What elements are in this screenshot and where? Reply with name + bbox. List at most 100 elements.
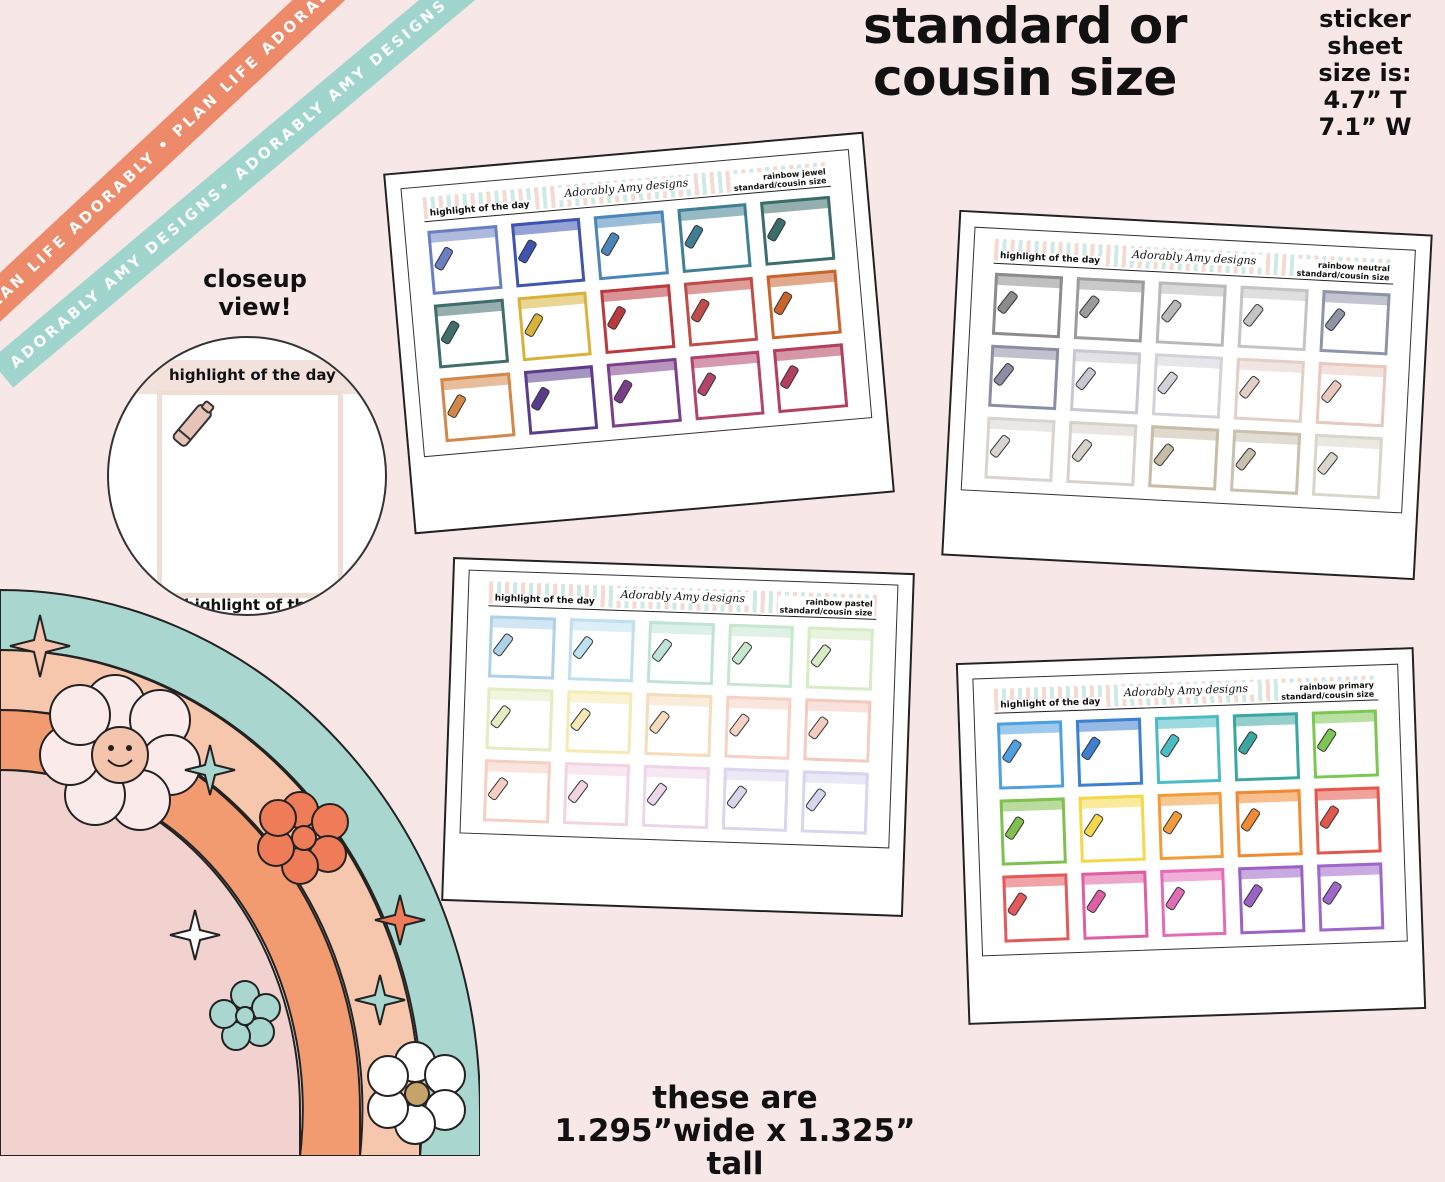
highlighter-icon <box>571 635 594 661</box>
highlighter-icon <box>773 290 794 317</box>
sticker-box <box>644 692 713 758</box>
highlighter-icon <box>1001 738 1023 764</box>
sticker-header-band <box>427 224 498 244</box>
headline-line2: cousin size <box>873 49 1177 107</box>
sticker-box <box>1233 357 1305 424</box>
sticker-header-band <box>487 687 554 702</box>
sticker-box <box>806 626 874 691</box>
sparkle-white-icon <box>169 909 221 961</box>
highlighter-icon <box>529 385 551 412</box>
sticker-grid <box>427 195 849 443</box>
sticker-header-band <box>766 269 838 288</box>
sparkle-orange-icon <box>374 894 426 946</box>
highlighter-icon <box>446 393 468 420</box>
closeup-header-band <box>109 360 385 394</box>
highlighter-icon <box>728 712 751 738</box>
sticker-box <box>773 343 849 414</box>
highlighter-icon <box>810 643 833 669</box>
highlighter-icon <box>1074 366 1098 392</box>
highlighter-icon <box>486 776 510 802</box>
sticker-header-band <box>802 770 869 785</box>
sticker-box <box>1157 791 1225 861</box>
sticker-header-band <box>1311 709 1378 724</box>
sticker-box <box>562 762 631 827</box>
sticker-box <box>1078 794 1146 864</box>
rainbow-decoration <box>0 588 480 1156</box>
sticker-box <box>683 276 759 347</box>
highlighter-icon <box>612 378 634 405</box>
sticker-grid <box>984 272 1391 500</box>
sticker-header-band <box>1150 425 1220 441</box>
sticker-header-band <box>677 203 748 222</box>
sticker-header-band <box>1068 420 1138 437</box>
highlighter-icon <box>730 640 753 666</box>
sheet-card-neutral: highlight of the day Adorably Amy design… <box>941 209 1433 581</box>
sticker-header-band <box>1081 870 1147 886</box>
sticker-box <box>1311 709 1380 779</box>
highlighter-icon <box>433 245 455 272</box>
sticker-header-band <box>489 615 556 630</box>
sticker-header-band <box>1157 791 1223 806</box>
highlighter-icon <box>489 704 512 730</box>
sticker-box <box>726 623 795 688</box>
headline-line1: standard or <box>863 0 1187 55</box>
highlighter-icon <box>491 632 515 658</box>
highlighter-icon <box>650 637 674 663</box>
sticker-box <box>991 272 1064 339</box>
sticker-header-band <box>440 372 511 391</box>
sticker-box <box>482 759 551 824</box>
sticker-box <box>1315 361 1387 428</box>
closeup-label: closeup view! <box>190 265 320 321</box>
headline: standard or cousin size <box>860 0 1190 104</box>
sticker-box <box>487 615 556 680</box>
sticker-box <box>996 720 1065 790</box>
sticker-box <box>1070 348 1142 415</box>
highlighter-icon <box>1238 374 1261 400</box>
sticker-header-band <box>1154 714 1220 730</box>
highlighter-icon <box>1241 302 1265 328</box>
sticker-box <box>517 291 592 362</box>
sticker-header-band <box>1233 712 1299 727</box>
sticker-box <box>1148 425 1220 491</box>
highlighter-icon <box>1070 438 1094 464</box>
sticker-header-band <box>1318 361 1387 378</box>
flower-mint-icon <box>209 980 281 1051</box>
sticker-header-band <box>643 764 710 780</box>
highlighter-icon <box>1237 730 1259 756</box>
highlighter-icon <box>566 778 589 805</box>
sticker-box <box>1066 420 1138 487</box>
sticker-box <box>642 764 710 830</box>
highlighter-icon <box>1152 442 1176 468</box>
sticker-box <box>1075 717 1143 787</box>
sticker-box <box>510 217 586 288</box>
sticker-header-band <box>1072 348 1142 365</box>
closeup-view-circle: highlight of the day highlight of the <box>107 336 387 616</box>
sticker-header-band <box>564 762 631 777</box>
sticker-box <box>1314 786 1382 855</box>
sticker-box <box>1233 712 1301 782</box>
sticker-header-band <box>1314 433 1384 450</box>
sticker-header-band <box>600 284 671 303</box>
sticker-box <box>1073 277 1145 343</box>
sticker-header-band <box>569 618 636 633</box>
highlighter-icon <box>1156 370 1179 396</box>
sticker-header-band <box>725 695 792 710</box>
sticker-header-band <box>1238 865 1304 880</box>
sticker-header-band <box>683 276 754 295</box>
highlighter-icon <box>1160 298 1183 324</box>
sticker-box <box>988 344 1060 411</box>
highlighter-icon <box>683 223 704 250</box>
highlighter-icon <box>696 371 717 398</box>
sheet-size-line2: size is: <box>1318 59 1412 87</box>
sticker-grid <box>482 615 874 835</box>
sticker-box <box>803 698 872 763</box>
highlighter-icon <box>1161 809 1183 836</box>
sticker-header-band <box>1076 277 1145 293</box>
sticker-header-band <box>760 195 831 214</box>
highlighter-icon <box>992 361 1016 387</box>
highlighter-icon <box>1321 880 1344 907</box>
sheet-size-line4: 7.1” W <box>1318 113 1412 141</box>
highlighter-icon <box>645 781 669 807</box>
sticker-header-band <box>994 272 1064 289</box>
sticker-box <box>1319 289 1391 356</box>
